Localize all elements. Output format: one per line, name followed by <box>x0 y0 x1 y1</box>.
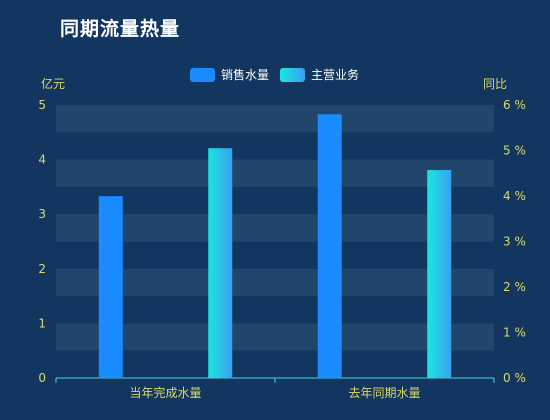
grid-band <box>56 159 494 187</box>
bar-main-business[interactable] <box>208 148 233 378</box>
legend-label: 主营业务 <box>311 67 359 82</box>
grid-band <box>56 268 494 297</box>
grid-bands <box>56 105 494 378</box>
y-left-tick-label: 0 <box>38 371 46 385</box>
y-right-tick-label: 6 % <box>503 98 526 112</box>
y-right-tick-label: 0 % <box>503 371 526 385</box>
chart-title: 同期流量热量 <box>60 18 181 40</box>
bar-main-business[interactable] <box>427 170 452 378</box>
bar-sales-water[interactable] <box>98 196 123 378</box>
y-left-tick-label: 2 <box>38 262 46 276</box>
grid-band <box>56 214 494 242</box>
grid-band <box>56 105 494 133</box>
legend-swatch[interactable] <box>280 68 305 82</box>
legend: 销售水量 主营业务 <box>190 67 359 82</box>
y-left-tick-label: 5 <box>38 98 46 112</box>
legend-swatch[interactable] <box>190 68 215 82</box>
y-right-tick-label: 1 % <box>503 326 526 340</box>
y-right-tick-label: 3 % <box>503 235 526 249</box>
bars <box>98 114 452 379</box>
bar-sales-water[interactable] <box>317 114 342 379</box>
x-tick-label: 去年同期水量 <box>348 386 420 400</box>
y-right-tick-label: 5 % <box>503 144 526 158</box>
grid-band <box>56 350 494 378</box>
y-left-tick-label: 4 <box>38 153 46 167</box>
y-left-tick-label: 3 <box>38 207 46 221</box>
grid-band <box>56 241 494 269</box>
grid-band <box>56 186 494 215</box>
y-left-tick-label: 1 <box>38 316 46 330</box>
legend-label: 销售水量 <box>221 67 269 82</box>
grid-band <box>56 132 494 160</box>
y-left-axis-label: 亿元 <box>41 76 65 91</box>
y-right-axis-label: 同比 <box>483 77 507 91</box>
x-tick-label: 当年完成水量 <box>129 385 201 400</box>
grid-band <box>56 323 494 351</box>
y-right-tick-label: 2 % <box>503 280 526 294</box>
grid-band <box>56 296 494 324</box>
y-right-tick-label: 4 % <box>503 189 526 203</box>
